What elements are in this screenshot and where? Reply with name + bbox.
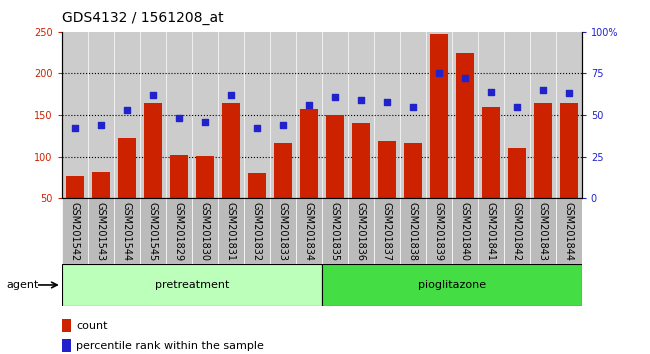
Bar: [374, 198, 400, 266]
Bar: [326, 115, 344, 240]
Bar: [170, 155, 188, 240]
Bar: [114, 198, 140, 266]
Bar: [270, 198, 296, 266]
Point: [538, 87, 548, 93]
Bar: [322, 264, 582, 306]
Point: [226, 92, 236, 98]
Bar: [322, 198, 348, 266]
Text: count: count: [76, 321, 108, 331]
Text: GDS4132 / 1561208_at: GDS4132 / 1561208_at: [62, 11, 224, 25]
Point: [356, 97, 366, 103]
Bar: [508, 148, 526, 240]
Bar: [300, 109, 318, 240]
Text: GSM201835: GSM201835: [330, 202, 340, 261]
Point: [460, 76, 470, 81]
Point: [96, 122, 106, 128]
Point: [486, 89, 496, 95]
Bar: [430, 34, 448, 240]
Point: [304, 102, 314, 108]
Bar: [118, 138, 136, 240]
Text: GSM201836: GSM201836: [356, 202, 366, 261]
Bar: [560, 103, 578, 240]
Bar: [222, 103, 240, 240]
Bar: [248, 173, 266, 240]
Text: GSM201841: GSM201841: [486, 202, 496, 261]
Text: GSM201838: GSM201838: [408, 202, 418, 261]
Bar: [62, 264, 322, 306]
Text: GSM201544: GSM201544: [122, 202, 132, 261]
Text: agent: agent: [6, 280, 39, 290]
Text: GSM201831: GSM201831: [226, 202, 236, 261]
Bar: [556, 198, 582, 266]
Text: pretreatment: pretreatment: [155, 280, 229, 290]
Point: [70, 126, 80, 131]
Text: GSM201542: GSM201542: [70, 202, 80, 261]
Bar: [400, 198, 426, 266]
Point: [278, 122, 288, 128]
Bar: [534, 103, 552, 240]
Bar: [62, 339, 71, 352]
Point: [148, 92, 158, 98]
Point: [382, 99, 392, 104]
Bar: [218, 198, 244, 266]
Text: GSM201832: GSM201832: [252, 202, 262, 261]
Text: GSM201837: GSM201837: [382, 202, 392, 261]
Point: [122, 107, 132, 113]
Bar: [140, 198, 166, 266]
Text: GSM201843: GSM201843: [538, 202, 548, 261]
Bar: [274, 143, 292, 240]
Bar: [504, 198, 530, 266]
Bar: [404, 143, 422, 240]
Bar: [62, 198, 88, 266]
Point: [330, 94, 340, 99]
Text: GSM201844: GSM201844: [564, 202, 574, 261]
Bar: [66, 176, 84, 240]
Bar: [348, 198, 374, 266]
Text: GSM201545: GSM201545: [148, 202, 158, 261]
Text: GSM201830: GSM201830: [200, 202, 210, 261]
Point: [252, 126, 262, 131]
Text: pioglitazone: pioglitazone: [418, 280, 486, 290]
Point: [564, 91, 574, 96]
Bar: [144, 103, 162, 240]
Text: percentile rank within the sample: percentile rank within the sample: [76, 341, 264, 351]
Bar: [92, 172, 110, 240]
Text: GSM201834: GSM201834: [304, 202, 314, 261]
Bar: [478, 198, 504, 266]
Bar: [452, 198, 478, 266]
Bar: [296, 198, 322, 266]
Text: GSM201839: GSM201839: [434, 202, 444, 261]
Text: GSM201840: GSM201840: [460, 202, 470, 261]
Text: GSM201543: GSM201543: [96, 202, 106, 261]
Bar: [482, 107, 500, 240]
Bar: [426, 198, 452, 266]
Point: [200, 119, 210, 125]
Text: GSM201842: GSM201842: [512, 202, 522, 261]
Bar: [166, 198, 192, 266]
Point: [174, 115, 184, 121]
Point: [434, 71, 444, 76]
Text: GSM201829: GSM201829: [174, 202, 184, 261]
Bar: [530, 198, 556, 266]
Bar: [196, 156, 214, 240]
Point: [408, 104, 418, 110]
Bar: [378, 141, 396, 240]
Text: GSM201833: GSM201833: [278, 202, 288, 261]
Bar: [192, 198, 218, 266]
Point: [512, 104, 522, 110]
Bar: [88, 198, 114, 266]
Bar: [244, 198, 270, 266]
Bar: [456, 53, 474, 240]
Bar: [352, 124, 370, 240]
Bar: [62, 319, 71, 332]
